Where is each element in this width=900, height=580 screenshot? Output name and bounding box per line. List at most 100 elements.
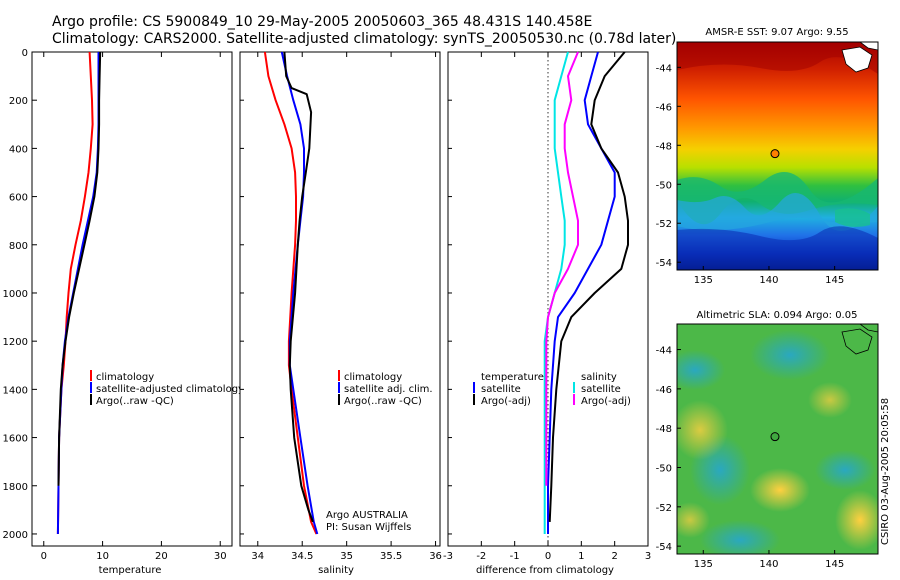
x-tick-label: 34 <box>251 551 264 562</box>
series-line-argo-raw-qc- <box>57 51 102 486</box>
legend-label-climatology: climatology <box>96 372 154 383</box>
x-tick-label: 20 <box>155 551 168 562</box>
y-tick-label: 1400 <box>3 385 28 396</box>
legend-label-argo: Argo(..raw -QC) <box>344 396 422 407</box>
difference-series <box>543 51 629 534</box>
map-y-tick-label: -44 <box>656 346 672 357</box>
legend-label-temp-satellite: satellite <box>481 384 521 395</box>
map-y-tick-label: -46 <box>656 385 672 396</box>
map-x-tick-label: 145 <box>825 559 844 570</box>
salinity-series <box>263 51 319 535</box>
series-line-argo-raw-qc- <box>283 51 314 523</box>
x-tick-label: 1 <box>578 551 584 562</box>
x-tick-label: -3 <box>443 551 453 562</box>
mainland-coast <box>859 324 878 333</box>
sst-map-frame <box>676 41 879 271</box>
x-tick-label: 2 <box>611 551 617 562</box>
temperature-plot-frame <box>31 51 233 547</box>
tasmania-coast <box>841 328 873 355</box>
map-y-tick-label: -44 <box>656 63 672 74</box>
argo-float-marker-sst <box>770 149 780 159</box>
sla-map-panel: Altimetric SLA: 0.094 Argo: 0.05 135 140 1… <box>656 310 879 570</box>
y-tick-label: 400 <box>9 144 28 155</box>
map-y-tick-label: -48 <box>656 141 672 152</box>
legend-label-satellite-adjusted: satellite-adjusted climatology <box>96 384 244 395</box>
sla-field <box>677 324 878 554</box>
x-tick-label: 10 <box>96 551 109 562</box>
map-y-tick-label: -52 <box>656 503 672 514</box>
difference-legend: temperature satellite Argo(-adj) salinit… <box>473 372 631 407</box>
y-tick-label: 1800 <box>3 482 28 493</box>
argo-program-label: Argo AUSTRALIA <box>326 510 408 521</box>
x-tick-label: 36 <box>429 551 442 562</box>
series-line-satellite <box>543 51 569 534</box>
map-y-tick-label: -50 <box>656 180 672 191</box>
sst-map-panel: AMSR-E SST: 9.07 Argo: 9.55 135 140 145 -44… <box>656 27 879 286</box>
series-line-argo-adj- <box>548 51 629 522</box>
map-y-tick-label: -46 <box>656 102 672 113</box>
series-line-argo-adj- <box>545 51 579 486</box>
temperature-panel: 0 200 400 600 800 1000 1200 1400 1600 1800 2000 0 1… <box>3 48 244 576</box>
map-y-tick-label: -50 <box>656 464 672 475</box>
figure-title: Argo profile: CS 5900849_10 29-May-2005 … <box>52 14 593 30</box>
map-x-tick-label: 135 <box>694 559 713 570</box>
x-tick-label: -2 <box>476 551 486 562</box>
map-y-tick-label: -48 <box>656 424 672 435</box>
series-line-satellite <box>547 51 616 534</box>
legend-label-climatology: climatology <box>344 372 402 383</box>
difference-x-axis: -3 -2 -1 0 1 2 3 <box>443 51 651 562</box>
y-tick-label: 2000 <box>3 530 28 541</box>
map-x-tick-label: 140 <box>759 275 778 286</box>
temperature-legend: climatology satellite-adjusted climatolo… <box>90 370 244 407</box>
y-tick-label: 800 <box>9 241 28 252</box>
legend-label-satellite-adj: satellite adj. clim. <box>344 384 433 395</box>
x-tick-label: 35 <box>340 551 353 562</box>
map-x-tick-label: 140 <box>759 559 778 570</box>
map-y-tick-label: -54 <box>656 258 672 269</box>
salinity-legend: climatology satellite adj. clim. Argo(..… <box>338 370 433 407</box>
sla-map-axes: 135 140 145 -44 -46 -48 -50 -52 -54 <box>656 346 845 570</box>
sla-map-frame <box>676 323 879 555</box>
sst-map-axes: 135 140 145 -44 -46 -48 -50 -52 -54 <box>656 63 845 286</box>
y-tick-label: 1200 <box>3 337 28 348</box>
mainland-coast <box>859 42 878 51</box>
x-tick-label: 0 <box>41 551 47 562</box>
y-tick-label: 0 <box>22 48 28 59</box>
map-y-tick-label: -54 <box>656 542 672 553</box>
legend-label-sal-satellite: satellite <box>581 384 621 395</box>
temperature-y-axis: 0 200 400 600 800 1000 1200 1400 1600 1800 2000 <box>3 48 37 541</box>
y-tick-label: 200 <box>9 96 28 107</box>
legend-title-salinity: salinity <box>581 372 617 383</box>
argo-float-marker-sla <box>770 432 780 442</box>
sst-map-title: AMSR-E SST: 9.07 Argo: 9.55 <box>705 27 848 38</box>
series-line-climatology <box>263 51 318 535</box>
temperature-series <box>56 51 102 535</box>
tasmania-coast <box>841 46 873 73</box>
y-tick-label: 600 <box>9 193 28 204</box>
map-y-tick-label: -52 <box>656 219 672 230</box>
salinity-panel: 34 34.5 35 35.5 36 salinity climatology sate… <box>239 51 442 576</box>
y-tick-label: 1000 <box>3 289 28 300</box>
salinity-x-axis: 34 34.5 35 35.5 36 <box>240 51 442 562</box>
temperature-x-axis: 0 10 20 30 <box>41 52 227 562</box>
legend-label-argo: Argo(..raw -QC) <box>96 396 174 407</box>
sla-map-title: Altimetric SLA: 0.094 Argo: 0.05 <box>697 310 858 321</box>
legend-title-temperature: temperature <box>481 372 544 383</box>
salinity-xlabel: salinity <box>318 565 354 576</box>
x-tick-label: 34.5 <box>291 551 313 562</box>
argo-pi-label: PI: Susan Wijffels <box>326 522 411 533</box>
legend-label-temp-argo: Argo(-adj) <box>481 396 531 407</box>
legend-label-sal-argo: Argo(-adj) <box>581 396 631 407</box>
difference-panel: -3 -2 -1 0 1 2 3 difference from climatology t… <box>443 51 651 576</box>
map-x-tick-label: 145 <box>825 275 844 286</box>
difference-xlabel: difference from climatology <box>476 565 614 576</box>
x-tick-label: 3 <box>645 551 651 562</box>
x-tick-label: 35.5 <box>380 551 402 562</box>
x-tick-label: 30 <box>214 551 227 562</box>
sst-field <box>677 42 878 270</box>
x-tick-label: 0 <box>545 551 551 562</box>
map-x-tick-label: 135 <box>694 275 713 286</box>
y-tick-label: 1600 <box>3 434 28 445</box>
x-tick-label: -1 <box>510 551 520 562</box>
